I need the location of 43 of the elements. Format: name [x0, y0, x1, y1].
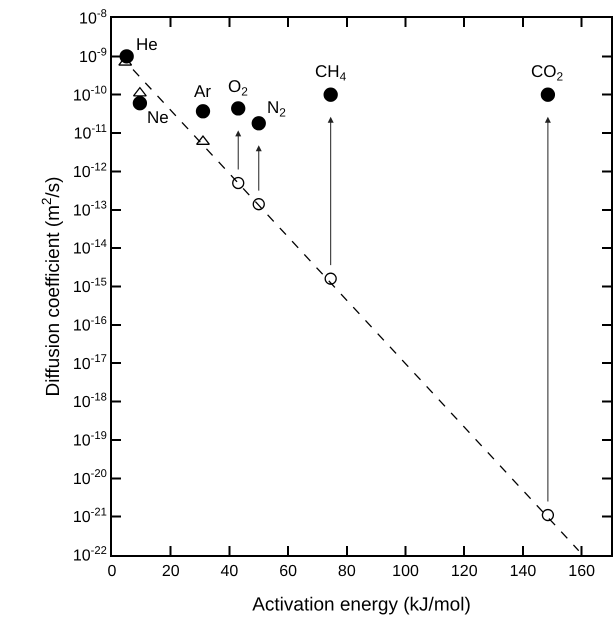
x-tick-label: 140	[510, 563, 536, 580]
point	[132, 86, 147, 97]
y-tick-label: 10$^{-15}$	[72, 276, 107, 296]
x-tick-label: 60	[279, 563, 298, 580]
y-tick-label: 10$^{-9}$	[79, 46, 107, 66]
annotation: N$_{2}$	[267, 98, 286, 120]
point	[542, 508, 554, 522]
x-tick-label: 120	[450, 563, 478, 580]
point	[252, 116, 266, 130]
annotation: CO$_{2}$	[531, 62, 564, 84]
y-tick-label: 10$^{-20}$	[72, 468, 107, 488]
y-tick-label: 10$^{-17}$	[72, 353, 107, 373]
point	[232, 176, 244, 190]
x-tick-label: 40	[220, 563, 238, 580]
y-tick-label: 10$^{-18}$	[72, 391, 107, 412]
point	[132, 96, 148, 110]
x-axis-title: Activation energy (kJ/mol)	[252, 594, 471, 616]
point	[324, 88, 338, 102]
annotation: Ne	[147, 108, 169, 127]
x-tick-label: 80	[338, 563, 356, 580]
point	[252, 198, 265, 210]
annotation: Ar	[194, 82, 212, 101]
point	[196, 104, 210, 118]
point	[324, 272, 337, 285]
y-tick-label: 10$^{-13}$	[72, 200, 107, 220]
annotation: CH$_{4}$	[315, 62, 347, 84]
point	[540, 88, 556, 102]
y-tick-label: 10$^{-19}$	[72, 430, 107, 450]
y-tick-label: 10$^{-14}$	[72, 238, 107, 258]
annotation: He	[136, 35, 158, 54]
x-tick-label: 20	[162, 563, 180, 580]
annotation: O$_{2}$	[228, 77, 248, 99]
y-tick-label: 10$^{-16}$	[72, 314, 107, 334]
y-tick-label: 10$^{-11}$	[74, 122, 107, 143]
y-tick-label: 10$^{-8}$	[79, 8, 107, 28]
point	[231, 101, 246, 116]
y-tick-label: 10$^{-21}$	[72, 506, 107, 526]
y-tick-label: 10$^{-22}$	[72, 544, 107, 565]
y-tick-label: 10$^{-12}$	[72, 161, 107, 182]
x-tick-label: 100	[392, 563, 419, 580]
y-tick-label: 10$^{-10}$	[72, 84, 107, 104]
x-tick-label: 160	[568, 563, 596, 580]
x-tick-label: 0	[108, 563, 117, 580]
